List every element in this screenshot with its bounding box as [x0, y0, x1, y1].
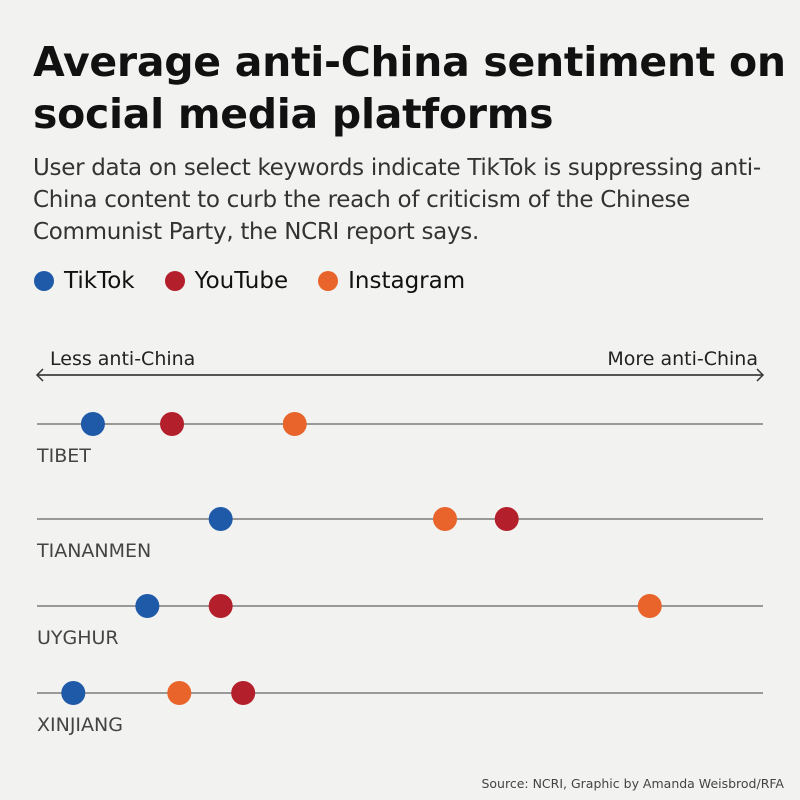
legend-label: YouTube: [194, 268, 289, 294]
dot-tiktok-tiananmen: [208, 507, 233, 531]
dot-plot: Less anti-China More anti-China TIBET TIANA…: [35, 348, 765, 736]
arrow-right-icon: [756, 368, 765, 382]
dot-youtube-tibet: [160, 412, 185, 436]
dot-instagram-tibet: [282, 412, 307, 436]
category-label: UYGHUR: [37, 627, 119, 649]
legend-item-tiktok: TikTok: [34, 268, 135, 294]
dot-tiktok-xinjiang: [61, 681, 86, 705]
dot-tiktok-tibet: [80, 412, 105, 436]
dot-instagram-uyghur: [637, 594, 662, 618]
legend-item-youtube: YouTube: [164, 268, 289, 294]
dot-tiktok-uyghur: [135, 594, 160, 618]
arrow-left-icon: [35, 368, 44, 382]
dot-youtube-xinjiang: [231, 681, 256, 705]
legend-label: TikTok: [64, 268, 135, 294]
category-label: TIANANMEN: [36, 540, 151, 562]
axis-left-label: Less anti-China: [50, 348, 195, 370]
category-label: XINJIANG: [37, 714, 123, 736]
dot-youtube-tiananmen: [494, 507, 519, 531]
source-note: Source: NCRI, Graphic by Amanda Weisbrod…: [481, 776, 784, 791]
legend-label: Instagram: [348, 268, 466, 294]
dot-instagram-tiananmen: [433, 507, 458, 531]
legend-item-instagram: Instagram: [318, 268, 465, 294]
dot-instagram-xinjiang: [167, 681, 192, 705]
legend: TikTok YouTube Instagram: [34, 268, 465, 294]
dot-youtube-uyghur: [208, 594, 233, 618]
category-label: TIBET: [36, 445, 91, 467]
axis-right-label: More anti-China: [607, 348, 758, 370]
legend-swatch: [318, 271, 339, 291]
chart-subtitle: User data on select keywords indicate Ti…: [33, 155, 761, 245]
legend-swatch: [34, 271, 54, 291]
chart-title: Average anti-China sentiment on social m…: [33, 38, 786, 138]
legend-swatch: [164, 271, 185, 291]
